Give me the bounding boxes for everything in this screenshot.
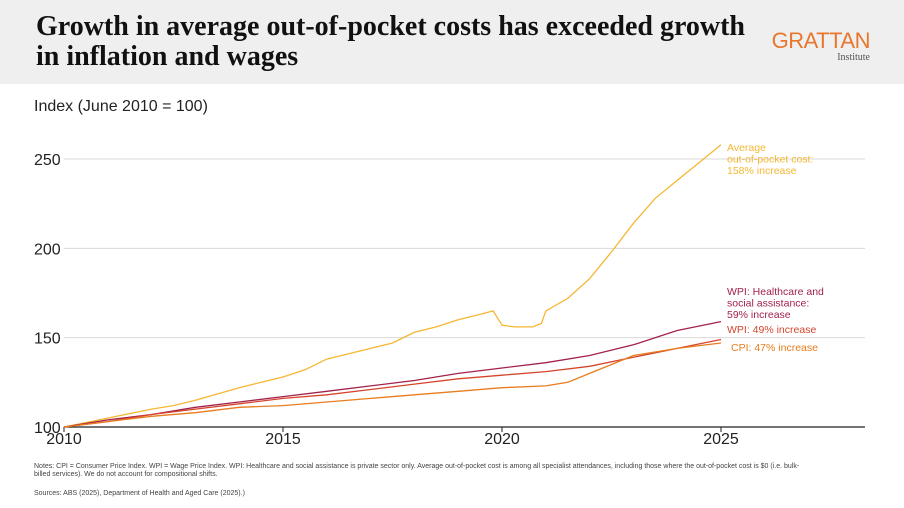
series-label-oop: Average out-of-pocket cost: 158% increase (727, 142, 813, 177)
series-line-oop (63, 144, 722, 428)
x-tick-label-2020: 2020 (484, 431, 520, 448)
series-label-cpi: CPI: 47% increase (731, 342, 818, 354)
logo-subtitle: Institute (837, 52, 870, 63)
grattan-logo: GRATTAN Institute (760, 28, 871, 64)
y-tick-label-200: 200 (34, 241, 61, 258)
line-chart: 100 150 200 250 2010 2015 2020 2025 Average out-o… (34, 142, 865, 448)
series-label-wpi_health: WPI: Healthcare and social assistance: 59%… (727, 286, 824, 321)
series-line-wpi_health (63, 320, 722, 428)
x-tick-label-2015: 2015 (265, 431, 301, 448)
title-banner: Growth in average out-of-pocket costs ha… (0, 0, 904, 84)
series-line-wpi (63, 338, 722, 428)
chart-title: Growth in average out-of-pocket costs ha… (36, 11, 745, 72)
logo-wordmark: GRATTAN (771, 28, 871, 53)
x-tick-label-2025: 2025 (703, 431, 739, 448)
y-axis-label: Index (June 2010 = 100) (34, 98, 208, 115)
chart-sources: Sources: ABS (2025), Department of Healt… (34, 490, 245, 497)
x-tick-label-2010: 2010 (46, 431, 82, 448)
chart-notes: Notes: CPI = Consumer Price Index. WPI =… (34, 463, 800, 478)
y-tick-label-100: 100 (34, 420, 61, 437)
y-tick-label-150: 150 (34, 331, 61, 348)
y-tick-label-250: 250 (34, 152, 61, 169)
series-label-wpi: WPI: 49% increase (727, 324, 816, 336)
series-line-cpi (63, 342, 722, 428)
